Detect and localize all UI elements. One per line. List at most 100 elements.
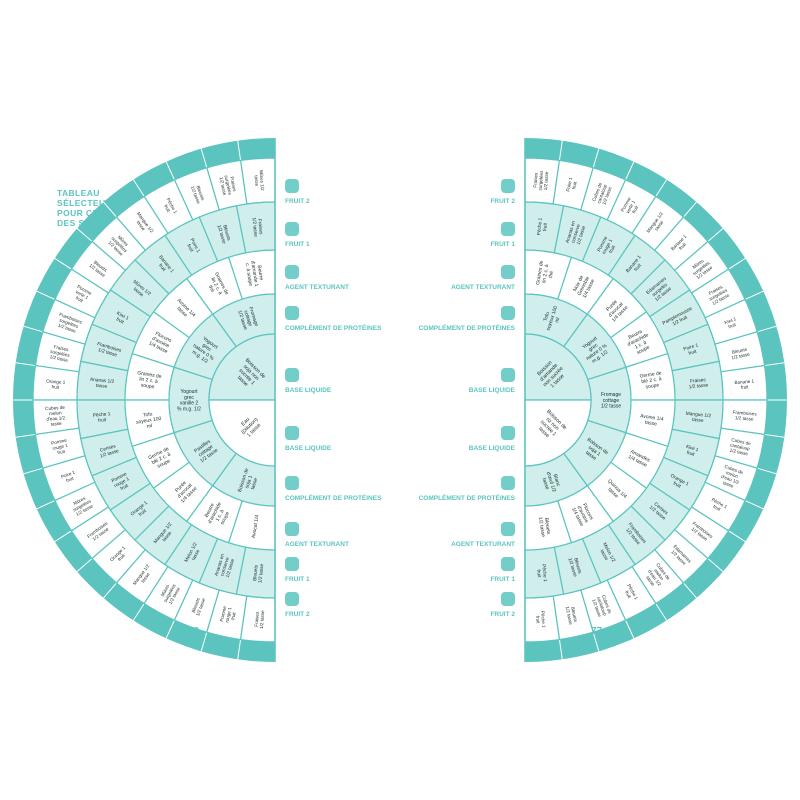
yogurt-tub-icon bbox=[501, 476, 515, 490]
label-line: tasse bbox=[136, 220, 147, 232]
label-line: rouge 1 bbox=[224, 606, 232, 623]
label-line: ml bbox=[147, 423, 153, 430]
ring3-label: Beurred'arachide1 c. àsoupe bbox=[624, 327, 655, 358]
center-bottom-label: Eau(Dilution)1 tasse bbox=[236, 412, 264, 440]
label-line: tasse bbox=[50, 421, 62, 427]
avocado-icon bbox=[285, 265, 299, 279]
label-line: fruit bbox=[115, 316, 125, 325]
ring5-label: Framboises1/2 tasse bbox=[732, 410, 757, 422]
ring4-label: Pêche 1fruit bbox=[536, 217, 549, 236]
label-line: grec bbox=[201, 342, 213, 353]
band-tick bbox=[683, 582, 697, 599]
label-line: cantaloup bbox=[596, 596, 608, 617]
label-line: Pêche 1 bbox=[93, 411, 111, 419]
label-line: fruit bbox=[633, 262, 643, 273]
label-line: Kiwi 1 bbox=[115, 310, 129, 321]
band-tick bbox=[132, 603, 145, 621]
band-tick bbox=[683, 201, 697, 218]
band-tick bbox=[764, 433, 785, 438]
band-tick bbox=[54, 257, 72, 270]
legend-label: AGENT TEXTURANT bbox=[451, 284, 515, 291]
label-line: Banane 1 bbox=[734, 379, 754, 385]
label-line: 1/2 tasse bbox=[251, 217, 259, 237]
label-line: 1 c. à bbox=[634, 340, 648, 351]
band-tick bbox=[625, 161, 635, 181]
label-line: Mûres bbox=[160, 583, 171, 597]
label-line: cottage bbox=[603, 398, 620, 404]
legend-item: FRUIT 1 bbox=[490, 222, 515, 248]
label-line: soupe bbox=[140, 382, 155, 390]
ring4-label: Fraises1/2 tasse bbox=[688, 377, 709, 390]
legend-label: FRUIT 2 bbox=[490, 198, 515, 205]
label-line: Cubes de bbox=[724, 464, 745, 476]
pear-icon bbox=[285, 222, 299, 236]
band-tick bbox=[54, 530, 72, 543]
label-line: Eau bbox=[240, 417, 251, 428]
label-line: tasse bbox=[645, 575, 656, 587]
legend-label: COMPLÉMENT DE PROTÉINES bbox=[419, 493, 516, 502]
legend-label: BASE LIQUIDE bbox=[469, 445, 516, 452]
label-line: fruit bbox=[686, 450, 696, 458]
label-line: Pêche 1 bbox=[540, 611, 546, 629]
band-tick bbox=[237, 639, 242, 660]
ring3-label: Graines delin 2 c. àsoupe bbox=[135, 370, 162, 391]
legend-label: COMPLÉMENT DE PROTÉINES bbox=[419, 323, 516, 332]
ring5-label: Kiwi 1fruit bbox=[724, 316, 739, 330]
label-line: 1/2 tasse bbox=[216, 224, 227, 245]
label-line: rouge 1 bbox=[52, 443, 69, 451]
ring5-label: Poire 1fruit bbox=[565, 176, 578, 193]
label-line: conserve bbox=[570, 223, 581, 244]
ring3-label: Bleuets1/2 tasse bbox=[537, 516, 552, 538]
orange-icon bbox=[285, 592, 299, 606]
ring3-label: Germe deblé 2 c. àsoupe bbox=[639, 370, 664, 391]
label-line: tasse bbox=[250, 477, 259, 490]
label-line: c. à soupe bbox=[244, 263, 254, 287]
label-line: fruit bbox=[185, 243, 194, 253]
ring5-label: Fraisessurgelées1/2 tasse bbox=[532, 169, 549, 191]
legend-item: AGENT TEXTURANT bbox=[451, 522, 515, 548]
ring4-label: Kiwi 1fruit bbox=[684, 444, 700, 459]
band-tick bbox=[757, 325, 777, 333]
label-line: lin 2 c. à bbox=[541, 264, 550, 284]
band-tick bbox=[36, 290, 56, 300]
label-line: Graines de bbox=[535, 260, 545, 285]
label-line: fruit bbox=[542, 222, 549, 231]
ring5-label: Fraises1/2 tasse bbox=[254, 609, 266, 629]
banana-icon bbox=[501, 222, 515, 236]
label-line: soupe bbox=[645, 382, 660, 390]
band-tick bbox=[15, 433, 36, 438]
legend-label: COMPLÉMENT DE PROTÉINES bbox=[285, 323, 382, 332]
label-line: fruit bbox=[163, 204, 171, 214]
label-line: fruit bbox=[65, 476, 75, 484]
legend-item: COMPLÉMENT DE PROTÉINES bbox=[285, 306, 382, 332]
legend-item: FRUIT 1 bbox=[285, 222, 310, 248]
label-line: Framboises bbox=[732, 410, 757, 417]
label-line: Kiwi 1 bbox=[724, 316, 738, 325]
ring3-label: Avocat 1/4 bbox=[251, 514, 261, 538]
label-line: Fromage bbox=[247, 306, 259, 327]
legend-label: BASE LIQUIDE bbox=[469, 387, 516, 394]
label-line: % m.g. 1/2 bbox=[177, 406, 201, 412]
label-line: fruit bbox=[712, 504, 722, 512]
legend-label: AGENT TEXTURANT bbox=[285, 284, 349, 291]
ring4-label: Cerises1/2 tasse bbox=[98, 443, 120, 460]
band-tick bbox=[23, 467, 43, 475]
label-line: 1/2 tasse bbox=[601, 186, 612, 206]
label-line: conserve bbox=[219, 556, 230, 577]
jar-icon bbox=[501, 265, 515, 279]
label-line: fruit bbox=[157, 263, 167, 274]
band-tick bbox=[23, 325, 43, 333]
label-line: 1/2 tasse bbox=[219, 177, 228, 197]
label-line: Fraises bbox=[53, 344, 69, 352]
milk-carton-icon bbox=[501, 426, 515, 440]
legend-label: BASE LIQUIDE bbox=[285, 387, 332, 394]
label-line: tasse bbox=[541, 477, 550, 490]
ring5-label: Cubes demelond'eau 1/2tasse bbox=[45, 405, 67, 427]
legend-item: BASE LIQUIDE bbox=[469, 368, 516, 394]
label-line: cottage bbox=[242, 310, 253, 328]
band-tick bbox=[744, 500, 764, 510]
label-line: 1/2 tasse bbox=[195, 597, 206, 617]
